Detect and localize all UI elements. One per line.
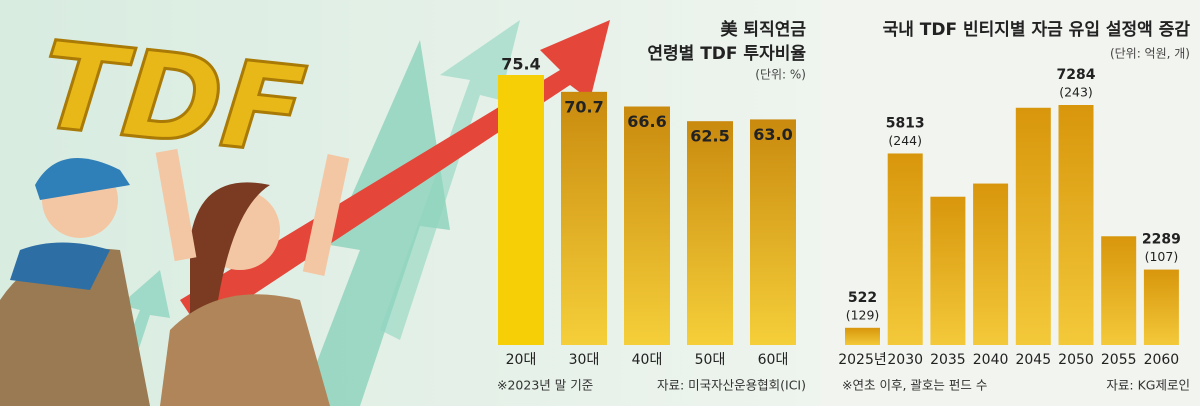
value-label: 2289 xyxy=(1142,232,1181,248)
arm xyxy=(302,154,350,276)
x-tick-label: 2050 xyxy=(1058,352,1094,368)
scarf xyxy=(10,242,110,290)
arrow xyxy=(300,40,450,406)
count-label: (107) xyxy=(1145,249,1179,264)
x-tick-label: 2025년 xyxy=(838,352,887,368)
value-label: 75.4 xyxy=(501,55,540,74)
chart-title: 美 퇴직연금 xyxy=(721,19,807,40)
x-tick-label: 50대 xyxy=(695,352,726,368)
person-body xyxy=(160,294,330,406)
bar xyxy=(930,196,966,345)
count-label: (243) xyxy=(1059,85,1093,100)
chart-title: 국내 TDF 빈티지별 자금 유입 설정액 증감 xyxy=(883,20,1191,40)
note: ※2023년 말 기준 xyxy=(497,378,593,393)
x-tick-label: 40대 xyxy=(632,352,663,368)
illustration: TDF xyxy=(0,15,610,406)
bar xyxy=(498,75,544,345)
source: 자료: KG제로인 xyxy=(1106,378,1190,393)
cap xyxy=(35,158,130,200)
bar xyxy=(561,91,607,346)
value-label: 66.6 xyxy=(627,112,666,131)
value-label: 7284 xyxy=(1057,67,1096,83)
x-tick-label: 2060 xyxy=(1144,352,1180,368)
note: ※연초 이후, 괄호는 펀드 수 xyxy=(842,378,987,393)
value-label: 70.7 xyxy=(564,97,603,116)
x-tick-label: 2040 xyxy=(973,352,1009,368)
bar xyxy=(845,327,880,345)
value-label: 5813 xyxy=(886,115,925,131)
bar xyxy=(1015,107,1051,346)
x-tick-label: 2030 xyxy=(887,352,923,368)
value-label: 63.0 xyxy=(753,125,792,144)
bar xyxy=(750,119,796,345)
bar xyxy=(1143,269,1179,345)
bar xyxy=(624,106,670,346)
count-label: (129) xyxy=(846,307,880,322)
x-tick-label: 2045 xyxy=(1015,352,1051,368)
bar xyxy=(973,183,1009,345)
x-tick-label: 30대 xyxy=(569,352,600,368)
source: 자료: 미국자산운용협회(ICI) xyxy=(657,378,806,393)
bar xyxy=(887,153,923,345)
bar xyxy=(1058,105,1094,345)
value-label: 522 xyxy=(848,290,877,306)
count-label: (244) xyxy=(888,133,922,148)
x-tick-label: 60대 xyxy=(758,352,789,368)
bar xyxy=(687,121,733,345)
unit: (단위: 억원, 개) xyxy=(1110,47,1190,61)
value-label: 62.5 xyxy=(690,127,729,146)
chart-subtitle: 연령별 TDF 투자비율 xyxy=(647,43,806,64)
x-tick-label: 20대 xyxy=(506,352,537,368)
x-tick-label: 2055 xyxy=(1101,352,1137,368)
unit: (단위: %) xyxy=(755,68,806,82)
hair xyxy=(190,182,270,320)
bar xyxy=(1101,236,1137,345)
person-body xyxy=(0,248,150,406)
arm xyxy=(155,148,197,262)
x-tick-label: 2035 xyxy=(930,352,966,368)
arrow xyxy=(180,20,610,330)
arrow xyxy=(380,20,520,340)
